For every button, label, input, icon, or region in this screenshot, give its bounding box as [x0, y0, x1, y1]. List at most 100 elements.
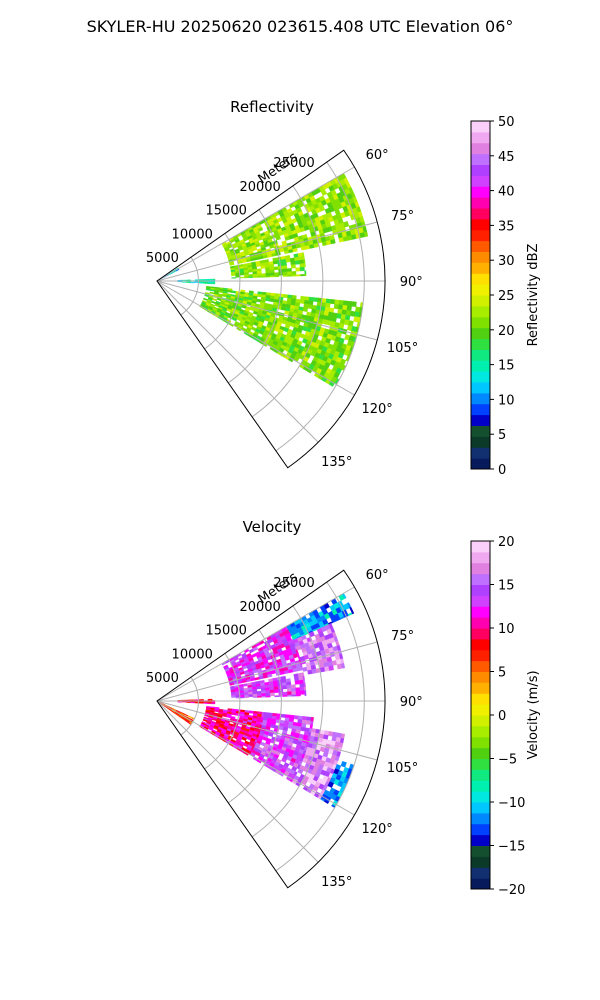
radial-tick-label: 20000: [239, 600, 280, 615]
radial-tick-label: 5000: [146, 251, 179, 266]
azimuth-tick-label: 120°: [361, 402, 392, 417]
reflectivity-title: Reflectivity: [230, 98, 314, 116]
colorbar-segment: [471, 704, 490, 716]
colorbar-segment: [471, 823, 490, 836]
colorbar-segment: [471, 153, 490, 165]
echo-layer: [156, 172, 369, 387]
colorbar-segment: [471, 584, 490, 596]
azimuth-tick-label: 75°: [391, 629, 414, 644]
colorbar-segment: [471, 878, 490, 890]
colorbar-segment: [471, 251, 490, 263]
colorbar-tick-label: 45: [498, 150, 515, 165]
echo-region: [291, 728, 346, 800]
colorbar-tick-label: −5: [498, 753, 517, 768]
colorbar-segment: [471, 551, 490, 564]
radial-tick-label: 10000: [172, 647, 213, 662]
colorbar-tick-label: 35: [498, 219, 515, 234]
azimuth-tick-label: 90°: [400, 275, 423, 290]
range-ring: [204, 653, 241, 770]
azimuth-spoke: [156, 586, 355, 702]
echo-region: [285, 592, 355, 641]
colorbar-segment: [471, 131, 490, 144]
azimuth-spoke: [156, 700, 319, 863]
colorbar-segment: [471, 595, 490, 607]
colorbar-tick-label: −15: [498, 840, 525, 855]
colorbar-segment: [471, 638, 490, 651]
azimuth-tick-label: 60°: [366, 148, 389, 163]
azimuth-spoke: [156, 280, 319, 443]
colorbar-segment: [471, 856, 490, 868]
azimuth-tick-label: 60°: [366, 568, 389, 583]
colorbar-tick-label: 40: [498, 185, 515, 200]
colorbar-tick-label: 20: [498, 535, 515, 550]
velocity-title: Velocity: [243, 518, 302, 536]
range-ring: [275, 581, 365, 872]
range-ring: [228, 629, 282, 804]
radial-tick-label: 10000: [172, 227, 213, 242]
colorbar-segment: [471, 414, 490, 426]
radial-tick-label: 25000: [273, 576, 314, 591]
colorbar-segment: [471, 121, 490, 133]
colorbar-segment: [471, 164, 490, 176]
colorbar-segment: [471, 142, 490, 155]
sector-outline: [156, 569, 386, 889]
colorbar-segment: [471, 812, 490, 825]
colorbar-segment: [471, 392, 490, 405]
azimuth-tick-label: 105°: [387, 341, 418, 356]
echo-region: [199, 285, 364, 387]
colorbar-segment: [471, 229, 490, 242]
colorbar-segment: [471, 715, 490, 727]
azimuth-tick-label: 105°: [387, 761, 418, 776]
azimuth-spoke: [156, 280, 378, 341]
azimuth-tick-label: 135°: [321, 455, 352, 470]
colorbar-segment: [471, 284, 490, 296]
radial-tick-label: 5000: [146, 671, 179, 686]
colorbar-segment: [471, 802, 490, 814]
polar-grid: [156, 161, 385, 452]
colorbar-tick-label: −20: [498, 883, 525, 898]
azimuth-tick-label: 120°: [361, 822, 392, 837]
colorbar-segment: [471, 262, 490, 274]
range-ring: [251, 605, 324, 838]
echo-region: [177, 698, 216, 705]
colorbar-segment: [471, 780, 490, 792]
colorbar-segment: [471, 425, 490, 437]
colorbar-segment: [471, 617, 490, 629]
colorbar-segment: [471, 747, 490, 759]
colorbar-tick-label: 5: [498, 666, 506, 681]
colorbar-segment: [471, 725, 490, 738]
colorbar-segment: [471, 867, 490, 879]
colorbar-tick-label: 15: [498, 579, 515, 594]
colorbar-segment: [471, 447, 490, 459]
echo-region: [221, 626, 304, 686]
radial-tick-label: 20000: [239, 180, 280, 195]
colorbar-segment: [471, 240, 490, 252]
colorbar-tick-label: 20: [498, 324, 515, 339]
colorbar-segment: [471, 573, 490, 585]
colorbar-segment: [471, 660, 490, 672]
velocity-panel: Velocity 60° 75° 90° 105° 120° 135° 5000 10000 1…: [146, 518, 541, 898]
colorbar-segment: [471, 436, 490, 448]
colorbar-segment: [471, 186, 490, 198]
colorbar-segment: [471, 327, 490, 339]
colorbar-segment: [471, 791, 490, 803]
colorbar-segment: [471, 360, 490, 372]
azimuth-spoke: [156, 166, 355, 282]
range-ring: [251, 185, 324, 418]
colorbar-segment: [471, 693, 490, 705]
colorbar-segment: [471, 845, 490, 857]
colorbar-tick-label: 30: [498, 254, 515, 269]
azimuth-tick-label: 90°: [400, 695, 423, 710]
reflectivity-panel: Reflectivity 60° 75° 90° 105° 120° 135° 5000 10…: [146, 98, 541, 478]
colorbar-tick-label: 15: [498, 359, 515, 374]
colorbar-segment: [471, 736, 490, 749]
colorbar-segment: [471, 834, 490, 846]
colorbar-segment: [471, 197, 490, 209]
range-ring: [228, 209, 282, 384]
colorbar-tick-label: 25: [498, 289, 515, 304]
colorbar-segment: [471, 305, 490, 318]
colorbar-segment: [471, 349, 490, 361]
colorbar-segment: [471, 273, 490, 285]
colorbar-segment: [471, 541, 490, 553]
